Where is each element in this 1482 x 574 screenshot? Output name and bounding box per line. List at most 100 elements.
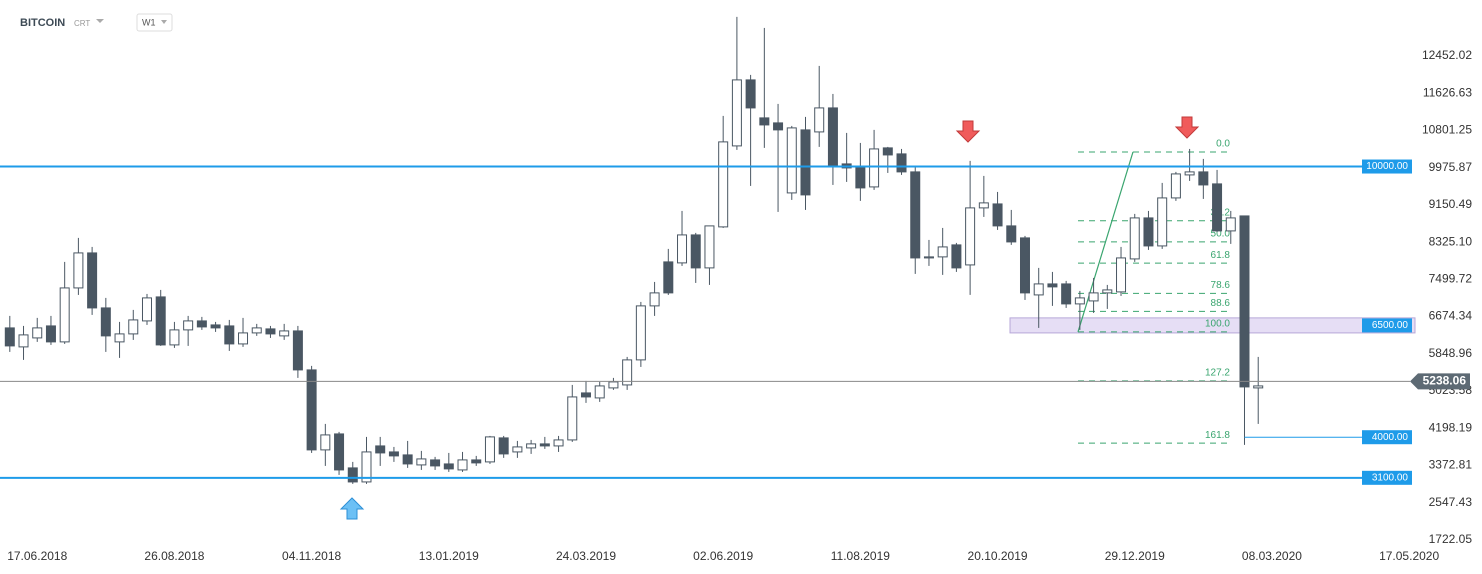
- candle-body: [1129, 217, 1140, 260]
- candle-body: [18, 334, 29, 348]
- zone-label: 6500.00: [1372, 320, 1409, 331]
- candle-body: [1225, 217, 1236, 232]
- candle-body: [128, 319, 139, 335]
- candle-body: [1047, 283, 1058, 288]
- candle-body: [731, 79, 742, 147]
- candle-body: [347, 467, 358, 483]
- candle-body: [855, 167, 866, 189]
- candle-body: [937, 246, 948, 258]
- symbol: BITCOIN: [20, 17, 65, 29]
- candle-body: [1088, 292, 1099, 302]
- x-tick-label: 08.03.2020: [1242, 549, 1302, 563]
- candle-body: [1019, 237, 1030, 294]
- candle-body: [402, 454, 413, 465]
- x-tick-label: 17.06.2018: [7, 549, 67, 563]
- candle-body: [951, 244, 962, 269]
- candle-body: [1184, 171, 1195, 176]
- candle-body: [965, 207, 976, 266]
- candle-body: [786, 127, 797, 194]
- candle-body: [32, 327, 43, 339]
- candle-body: [553, 439, 564, 447]
- level-label: 3100.00: [1372, 472, 1409, 483]
- candle-body: [155, 296, 166, 346]
- candle-body: [100, 307, 111, 337]
- candle-body: [1074, 297, 1085, 305]
- level-label: 4000.00: [1372, 432, 1409, 443]
- candle-body: [73, 252, 84, 289]
- candle-body: [718, 141, 729, 228]
- candle-body: [457, 459, 468, 471]
- fib-label: 61.8: [1211, 250, 1231, 261]
- candle-body: [1198, 171, 1209, 186]
- candle-body: [1061, 283, 1072, 305]
- last-price-label: 5238.06: [1423, 374, 1467, 388]
- candle-body: [1116, 257, 1127, 293]
- candle-body: [279, 330, 290, 337]
- dropdown-icon[interactable]: [96, 19, 104, 23]
- candle-body: [526, 443, 537, 449]
- x-tick-label: 02.06.2019: [693, 549, 753, 563]
- level-tag: [1362, 430, 1412, 445]
- y-tick-label: 11626.63: [1423, 85, 1472, 99]
- y-tick-label: 3372.81: [1429, 458, 1473, 472]
- candle-body: [1212, 183, 1223, 232]
- level-tag: [1362, 470, 1412, 485]
- candle-body: [361, 451, 372, 483]
- interval-box[interactable]: [136, 13, 173, 32]
- fib-label: 161.8: [1205, 430, 1230, 441]
- level-tag: [1362, 159, 1412, 174]
- candle-body: [251, 327, 262, 334]
- candle-body: [484, 436, 495, 463]
- candle-body: [292, 330, 303, 371]
- y-tick-label: 2547.43: [1429, 495, 1473, 509]
- candle-body: [978, 202, 989, 209]
- x-tick-label: 13.01.2019: [419, 549, 479, 563]
- candle-body: [1143, 217, 1154, 247]
- candle-body: [512, 446, 523, 453]
- candle-body: [334, 433, 345, 471]
- candle-body: [1006, 225, 1017, 243]
- y-tick-label: 6674.34: [1429, 309, 1473, 323]
- x-tick-label: 20.10.2019: [968, 549, 1028, 563]
- fib-label: 100.0: [1205, 319, 1230, 330]
- x-tick-label: 29.12.2019: [1105, 549, 1165, 563]
- candle-body: [992, 203, 1003, 227]
- candle-body: [649, 292, 660, 307]
- y-tick-label: 1722.05: [1429, 532, 1473, 546]
- fib-label: 0.0: [1216, 139, 1230, 150]
- y-tick-label: 4198.19: [1429, 420, 1473, 434]
- fib-label: 127.2: [1205, 368, 1230, 379]
- candle-body: [498, 437, 509, 455]
- candle-body: [416, 458, 427, 466]
- last-price-tag: [1410, 373, 1470, 390]
- fib-label: 78.6: [1211, 280, 1231, 291]
- zone-tag: [1362, 318, 1412, 333]
- candle-body: [896, 153, 907, 173]
- candle-body: [594, 385, 605, 399]
- candle-body: [663, 261, 674, 294]
- candle-body: [622, 359, 633, 386]
- dropdown-icon: [161, 20, 167, 24]
- y-tick-label: 9150.49: [1429, 197, 1473, 211]
- candle-body: [923, 256, 934, 259]
- candle-body: [471, 459, 482, 464]
- candle-body: [800, 129, 811, 196]
- y-tick-label: 7499.72: [1429, 271, 1473, 285]
- sell-arrow: [1174, 116, 1200, 139]
- x-tick-label: 04.11.2018: [282, 549, 341, 563]
- candle-body: [882, 147, 893, 156]
- candle-body: [704, 225, 715, 269]
- candle-body: [910, 171, 921, 259]
- source[interactable]: CRT: [74, 19, 90, 28]
- candle-body: [4, 327, 15, 347]
- candle-body: [87, 252, 98, 309]
- interval[interactable]: W1: [142, 17, 156, 27]
- candle-body: [580, 392, 591, 398]
- candle-body: [196, 320, 207, 328]
- candle-body: [306, 369, 317, 451]
- buy-arrow: [339, 497, 365, 520]
- level-label: 10000.00: [1366, 161, 1408, 172]
- candle-body: [224, 325, 235, 345]
- y-tick-label: 9975.87: [1429, 160, 1473, 174]
